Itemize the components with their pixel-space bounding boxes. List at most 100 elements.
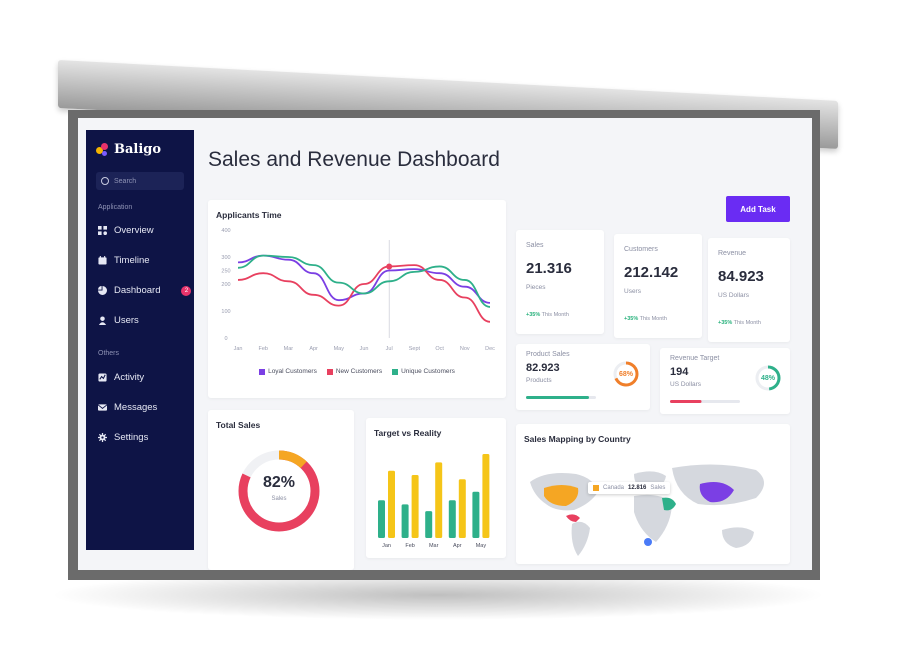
calendar-icon <box>98 256 107 265</box>
sidebar-item-users[interactable]: Users <box>98 315 139 326</box>
x-tick-label: Apr <box>453 543 462 549</box>
total-sales-percent: 82% <box>262 474 296 491</box>
total-sales-caption: Sales <box>271 496 287 502</box>
revenue-target-label: Revenue Target <box>670 355 720 362</box>
chart-title: Applicants Time <box>216 210 282 220</box>
x-tick-label: Mar <box>284 346 294 352</box>
legend-label: Loyal Customers <box>268 368 317 375</box>
bar[interactable] <box>472 491 480 538</box>
revenue-target-unit: US Dollars <box>670 381 702 388</box>
stat-value: 84.923 <box>718 268 764 285</box>
hover-point[interactable] <box>386 263 393 270</box>
map-region-australia[interactable] <box>722 527 754 548</box>
bar[interactable] <box>425 511 433 538</box>
stat-unit: US Dollars <box>718 292 750 299</box>
stat-change-value: +35% <box>624 316 639 322</box>
stat-change: +35% This Month <box>526 312 569 318</box>
product-sales-percent: 68% <box>618 370 633 378</box>
product-sales-label: Product Sales <box>526 351 570 358</box>
stat-label: Revenue <box>718 250 747 257</box>
y-tick-label: 300 <box>221 255 230 261</box>
stat-change: +35% This Month <box>624 316 667 322</box>
sidebar-item-label: Settings <box>114 432 149 443</box>
bar[interactable] <box>401 504 409 538</box>
applicants-line-chart: 400 300 250 200 100 0 Jan Feb Mar Apr May Jun Jul Sep… <box>221 228 495 352</box>
total-sales-title: Total Sales <box>216 420 261 430</box>
map-region-africa[interactable] <box>634 494 672 542</box>
map-region-usa[interactable] <box>544 485 579 506</box>
search-placeholder: Search <box>114 177 137 185</box>
stat-label: Customers <box>624 246 658 253</box>
revenue-target-value: 194 <box>670 366 689 378</box>
x-tick-label: Feb <box>405 543 414 549</box>
sidebar-item-label: Messages <box>114 402 158 413</box>
product-sales-ring: 68% <box>612 360 640 388</box>
revenue-target-progress-bar <box>670 400 740 403</box>
bar[interactable] <box>458 479 466 538</box>
series-line-loyal-customers[interactable] <box>237 254 491 304</box>
sidebar-item-messages[interactable]: Messages <box>98 402 157 413</box>
sidebar-item-label: Timeline <box>114 255 150 266</box>
x-tick-label: May <box>476 543 487 549</box>
product-sales-value: 82.923 <box>526 362 560 374</box>
sidebar-item-dashboard[interactable]: Dashboard 2 <box>98 285 192 296</box>
bar[interactable] <box>378 500 385 538</box>
tooltip-swatch <box>593 485 599 491</box>
grid-icon <box>98 226 107 235</box>
bar[interactable] <box>448 500 456 538</box>
target-vs-reality-card: Target vs Reality Jan Feb Mar Apr May <box>366 418 506 558</box>
legend-swatch <box>259 368 266 375</box>
user-icon <box>98 316 107 325</box>
bar[interactable] <box>482 454 490 538</box>
gear-icon <box>98 433 107 442</box>
y-tick-label: 0 <box>224 336 227 342</box>
bar[interactable] <box>435 462 443 538</box>
tooltip-value: 12.816 <box>628 485 647 491</box>
legend-item[interactable]: Unique Customers <box>392 368 455 375</box>
projection-screen: Baligo Search Application Overview Timel… <box>68 110 820 580</box>
tooltip-unit: Sales <box>650 485 666 491</box>
add-task-button[interactable]: Add Task <box>726 196 790 222</box>
sidebar-item-timeline[interactable]: Timeline <box>98 255 150 266</box>
sidebar-item-label: Dashboard <box>114 285 161 296</box>
y-tick-label: 200 <box>221 282 230 288</box>
map-region-saudi-arabia[interactable] <box>662 497 676 511</box>
sidebar: Baligo Search Application Overview Timel… <box>86 130 194 550</box>
revenue-target-percent: 48% <box>760 374 775 382</box>
stat-change-value: +35% <box>526 312 541 318</box>
legend-item[interactable]: New Customers <box>326 368 383 375</box>
series-line-unique-customers[interactable] <box>237 254 491 308</box>
x-tick-label: Sept <box>409 346 421 352</box>
sidebar-item-overview[interactable]: Overview <box>98 225 154 236</box>
sidebar-item-activity[interactable]: Activity <box>98 372 144 383</box>
x-tick-label: Jan <box>234 346 243 352</box>
logo[interactable]: Baligo <box>96 142 161 157</box>
search-input[interactable]: Search <box>96 172 184 190</box>
bar[interactable] <box>388 470 395 538</box>
stat-card-customers: Customers 212.142 Users +35% This Month <box>614 234 702 338</box>
map-region-china[interactable] <box>699 482 734 503</box>
map-region-mexico[interactable] <box>566 514 580 522</box>
legend-label: New Customers <box>335 368 383 375</box>
map-tooltip: Canada 12.816 Sales <box>588 482 671 494</box>
legend-item[interactable]: Loyal Customers <box>259 368 317 375</box>
section-label-application: Application <box>98 204 133 211</box>
series-line-new-customers[interactable] <box>237 264 491 323</box>
sidebar-item-label: Overview <box>114 225 154 236</box>
stat-change-text: This Month <box>541 312 569 318</box>
y-tick-label: 400 <box>221 228 230 234</box>
sidebar-item-settings[interactable]: Settings <box>98 432 148 443</box>
legend-swatch <box>326 368 333 375</box>
map-region-madagascar[interactable] <box>644 538 652 546</box>
bar[interactable] <box>411 475 419 538</box>
chart-title: Target vs Reality <box>374 428 442 438</box>
stat-value: 212.142 <box>624 264 679 281</box>
map-region-south-america[interactable] <box>571 521 590 556</box>
total-sales-card: Total Sales 82% Sales <box>208 410 354 570</box>
stat-change-value: +35% <box>718 320 733 326</box>
notification-badge: 2 <box>181 285 192 296</box>
x-tick-label: Feb <box>258 346 267 352</box>
page-title: Sales and Revenue Dashboard <box>208 148 500 171</box>
total-sales-donut: 82% Sales <box>234 446 324 536</box>
